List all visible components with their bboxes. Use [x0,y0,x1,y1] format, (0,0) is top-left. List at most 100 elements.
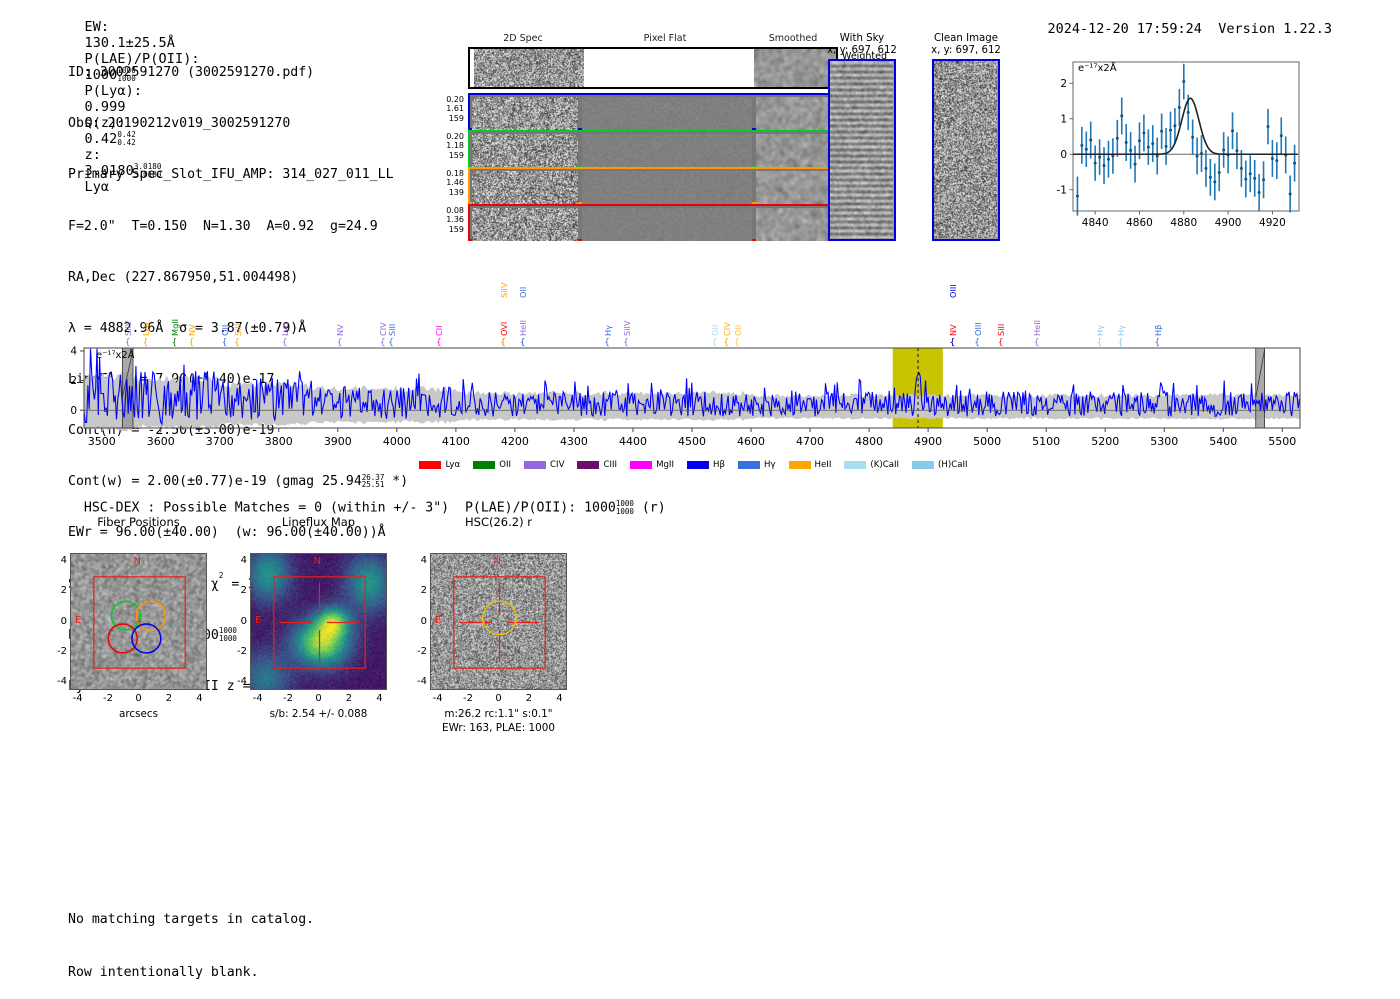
compass-east-label: E [255,614,262,626]
info-lambda: λ = 4882.96Å σ = 3.87(±0.79)Å [68,320,307,336]
line-marker-bracket: { [500,338,507,348]
compass-east-label: E [75,614,82,626]
emission-line-label: OII [732,324,743,336]
line-marker-bracket: { [124,338,131,348]
legend-swatch [419,461,442,469]
legend-swatch [524,461,547,469]
legend-item: Hβ [687,460,725,470]
ew-label: EW: [84,19,110,35]
imaging-panel-image [250,553,387,690]
cutout-title-line1: With Sky [839,33,885,44]
emission-line-label: SiII [996,323,1007,336]
spectrum-xtick-label: 3700 [206,435,234,448]
fiber-smoothed-image [756,97,834,130]
emission-line-label: OII [518,286,529,298]
zoom-ytick-label: -1 [1057,184,1067,196]
plae-value: 1000 [84,67,118,83]
fiber-pixelflat-image [582,171,752,204]
compass-east-label: E [435,614,442,626]
panel-xtick-label: 2 [345,693,353,704]
imaging-overlay [453,576,546,669]
qz-value: 0.42 [84,131,118,147]
compass-north-label: N [493,556,501,567]
zoom-ytick-label: 0 [1060,149,1067,161]
plae-hi: 1000 [117,66,136,76]
legend-label: (K)CaII [870,460,900,470]
timestamp-version: 2024-12-20 17:59:24 Version 1.22.3 [1031,5,1333,37]
legend-item: CIII [577,460,617,470]
panel-ytick-label: -4 [237,676,247,688]
fiber-left-label: 159 [448,150,464,160]
line-marker-bracket: { [379,338,386,348]
panel-xtick-label: -2 [103,693,114,704]
z-label: z: [84,147,101,163]
panel-caption-line1: m:26.2 rc:1.1" s:0.1" [444,708,553,720]
panel-xaxis-label: arcsecs [118,708,159,720]
fiber-aperture-circle [110,600,142,631]
fiber-aperture-circle [131,623,162,654]
z-lo: 3.0180 [133,170,162,179]
spectrum-xtick-label: 5100 [1032,435,1060,448]
cutout-title-line1: Clean Image [933,33,999,44]
fiber-left-labels: 0.20 1.18 159 [430,132,464,160]
legend-item: Hγ [737,460,776,470]
zoom-ytick-label: 1 [1060,113,1067,125]
info-cont-w-hi: 26.37 [361,472,385,482]
plae-lo: 1000 [117,74,136,83]
imaging-panel-title: Lineflux Map [281,515,356,529]
emission-line-label: OIII [972,322,983,336]
cutout-pixels [934,61,997,238]
cutout-title-line2: x, y: 697, 612 [931,45,1001,57]
cutout-pixels [830,61,893,238]
error-band [84,371,1300,432]
legend-swatch [737,461,760,469]
fiber-smoothed-image [756,171,834,204]
field-box [273,576,366,669]
spectrum-xtick-label: 5400 [1209,435,1237,448]
imaging-panel-title: Fiber Positions [97,515,180,529]
legend-label: CIV [550,460,565,470]
spectrum-xtick-label: 5300 [1150,435,1178,448]
fiber-pixelflat-image [582,134,752,167]
qz-label: Q(z): [84,115,126,131]
z-value: 3.0180 [84,163,134,179]
panel-ytick-label: -2 [417,645,427,657]
panel-ytick-label: 4 [60,554,67,566]
timestamp-text: 2024-12-20 17:59:24 [1047,21,1202,37]
gaussian-fit-curve [1073,97,1298,156]
hsc-summary-hi: 1000 [615,499,634,508]
spectrum-xtick-label: 4000 [383,435,411,448]
line-marker-bracket: { [949,338,956,348]
legend-label: CIII [603,460,618,470]
fiber-pixelflat-image [582,97,752,130]
full-spectrum-svg: 0 2 4 3500 3600 3700 3800 3900 4000 4100 4200 4300 4… [70,346,1301,448]
legend-item: MgII [630,460,674,470]
spectrum-xtick-label: 5500 [1268,435,1296,448]
panel-ytick-label: 0 [240,615,247,627]
line-marker-bracket: { [997,338,1004,348]
imaging-panel-image: + [70,553,207,690]
panel-ytick-label: -2 [57,645,67,657]
cutout-group: With Sky x, y: 697, 612 Clean Image x, y: 6… [0,0,1400,260]
panel-xtick-label: 4 [196,693,203,704]
emission-line-label: Hγ [1094,324,1105,336]
spectrum-ytick-label: 4 [70,346,77,358]
line-marker-bracket: { [336,338,343,348]
panel-xtick-label: -2 [283,693,294,704]
legend-swatch [630,461,653,469]
imaging-panel-image [430,553,567,690]
spectrum-xtick-label: 4800 [855,435,883,448]
zoom-plot-frame [1072,61,1300,212]
spectrum-flux-unit-annotation: e⁻¹⁷x2Å [96,350,135,361]
panel-ytick-label: 2 [60,585,67,597]
ew-value: 130.1±25.5Å [84,35,175,51]
panel-ytick-label: -4 [417,676,427,688]
line-marker-bracket: { [500,338,507,348]
panel-xtick-label: 0 [495,693,502,704]
emission-line-label: SiII [232,323,243,336]
footer-line-1: No matching targets in catalog. [68,912,315,927]
info-obs: Obs: 20190212v019_3002591270 [68,116,291,132]
legend-item: (H)CaII [912,460,968,470]
line-marker-bracket: { [388,338,394,348]
